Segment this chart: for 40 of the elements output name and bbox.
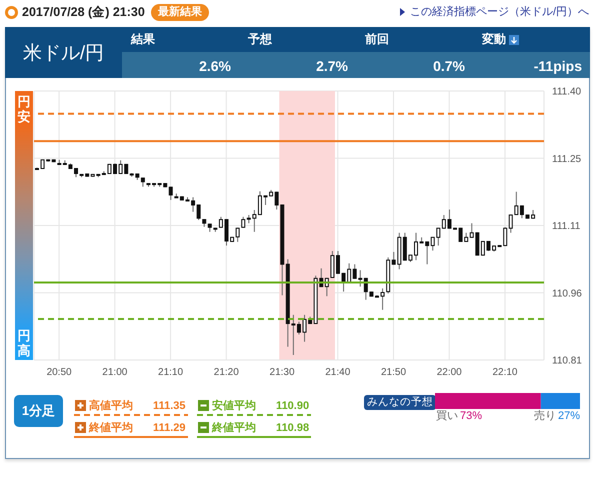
x-tick-label: 20:50 [46,367,72,378]
chart-title: みんなの予想 [364,395,436,410]
candlestick [168,186,173,200]
y-tick-label: 110.81 [552,356,582,367]
y-tick-label: 110.96 [552,288,582,300]
text: 0.7% [433,58,465,74]
category-label: 変動 [482,32,506,47]
text: 2.6% [199,58,231,74]
text: 最新結果 [150,4,209,20]
ref-line-label: 安値平均 110.90 [212,399,310,413]
candlestick [140,177,145,188]
data-label: 73% [460,410,482,422]
ref-line-label: 終値平均 111.29 [89,421,186,435]
text: 2.7% [316,58,348,74]
x-tick-label: 22:10 [492,367,518,378]
y-tick-label: 111.11 [552,221,581,232]
x-tick-label: 21:40 [325,367,351,378]
ref-line-label: 終値平均 110.98 [212,421,310,435]
text: 円安 [16,94,32,124]
text: 円高 [16,328,32,358]
x-tick-label: 21:20 [214,367,240,378]
text: 米ドル/円 [22,42,104,66]
x-tick-label: 21:00 [102,367,128,378]
category-label: 前回 [365,32,389,47]
text: この経済指標ページ（米ドル/円）へ [410,4,589,20]
text: 2017/07/28 (金) 21:30 [22,4,145,21]
x-tick-label: 22:00 [436,367,462,378]
x-tick-label: 21:10 [158,367,184,378]
ref-line-label: 高値平均 111.35 [89,399,186,413]
text: 1分足 [22,402,56,420]
series-label: 売り [534,410,556,422]
y-tick-label: 111.25 [552,154,582,165]
category-label: 予想 [248,32,272,47]
x-tick-label: 21:50 [380,367,406,378]
data-label: 27% [558,410,580,422]
x-tick-label: 21:30 [270,367,295,378]
y-tick-label: 111.40 [552,86,582,98]
category-label: 結果 [131,32,155,47]
series-label: 買い [436,410,458,422]
text: -11pips [534,58,582,74]
